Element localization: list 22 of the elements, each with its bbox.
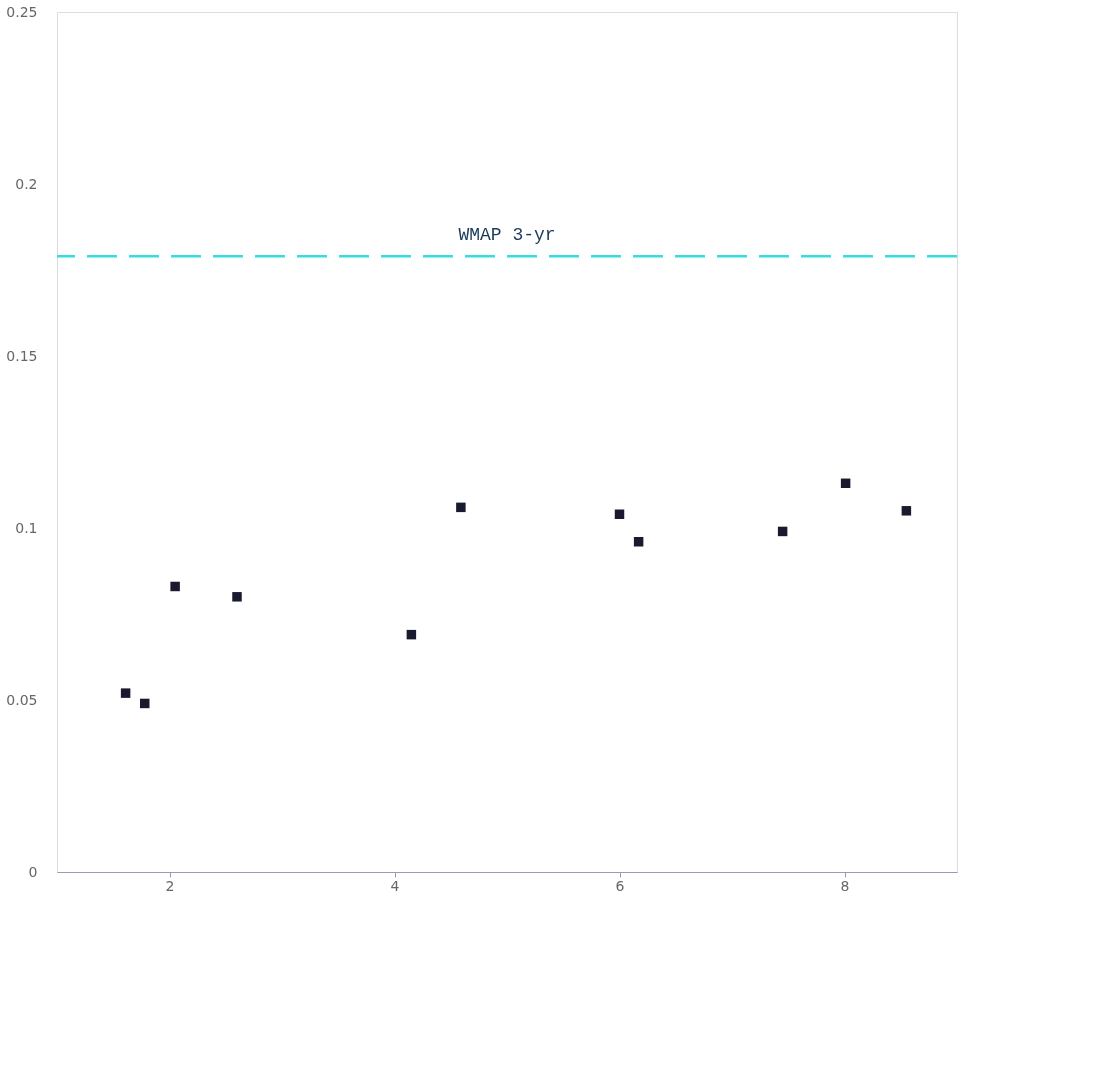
y-tick-label: 0.25 <box>6 3 38 20</box>
y-tick-label: 0.2 <box>15 175 38 192</box>
point <box>120 688 131 698</box>
y-tick-label: 0.15 <box>6 347 38 364</box>
point <box>170 581 180 592</box>
point <box>614 509 625 519</box>
x-tick-label: 2 <box>165 877 175 894</box>
y-tick-label: 0 <box>28 863 38 880</box>
y-tick-label: 0.1 <box>15 519 38 536</box>
point <box>901 506 912 516</box>
x-tick-label: 4 <box>390 877 400 894</box>
y-tick-label: 0.05 <box>6 691 38 708</box>
point <box>232 592 242 602</box>
point <box>406 629 417 640</box>
point <box>140 698 150 709</box>
point <box>456 502 466 513</box>
x-tick-label: 8 <box>840 877 850 894</box>
point <box>840 478 851 489</box>
ref-line-label: WMAP 3-yr <box>458 225 556 246</box>
point <box>633 537 644 547</box>
point <box>777 526 788 537</box>
x-tick-label: 6 <box>615 877 625 894</box>
